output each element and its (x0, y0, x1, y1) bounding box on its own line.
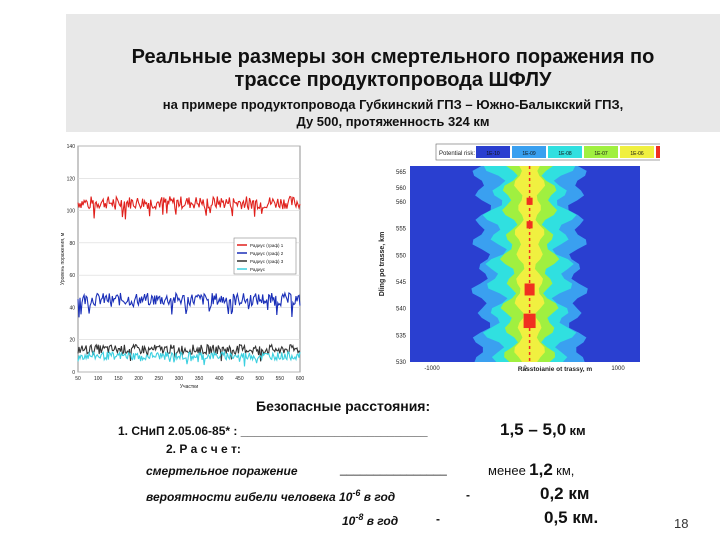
prob-row: вероятности гибели человека 10-6 в год (146, 488, 395, 504)
x-tick-label: 250 (155, 376, 164, 382)
y-tick-label: 565 (396, 170, 407, 176)
prob2-dash: - (436, 512, 440, 526)
y-tick-label: 60 (69, 273, 75, 279)
risk-legend-label: Potential risk: (439, 151, 475, 157)
subtitle-line-1: на примере продуктопровода Губкинский ГП… (162, 97, 624, 112)
risk-legend-value: 1E-09 (522, 151, 536, 157)
x-tick-label: -1000 (424, 366, 440, 372)
y-tick-label: 140 (67, 144, 76, 150)
lethal-label: смертельное поражение (146, 464, 298, 478)
lethal-unit: км, (556, 463, 575, 478)
y-tick-label: 535 (396, 333, 407, 339)
prob-dash: - (466, 488, 470, 502)
risk-hotspot (526, 197, 533, 205)
risk-legend-value: 1E-08 (558, 151, 572, 157)
slide-subtitle: на примере продуктопровода Губкинский ГП… (66, 96, 720, 130)
legend-label: Радиус (граф) 3 (250, 259, 284, 264)
y-tick-label: 550 (396, 253, 407, 259)
y-tick-label: 20 (69, 338, 75, 344)
risk-legend-value: 1E-07 (594, 151, 608, 157)
snip-value-row: 1,5 – 5,0 км (500, 420, 586, 440)
y-tick-label: 555 (396, 227, 407, 233)
prob-exp: -6 (352, 488, 361, 498)
lethal-value-row: менее 1,2 км, (488, 460, 574, 480)
calc-label: 2. Р а с ч е т: (166, 442, 241, 456)
risk-legend-swatch (512, 146, 546, 158)
series-line (77, 194, 301, 220)
prob-tail: в год (363, 490, 396, 504)
title-line-2: трассе продуктопровода ШФЛУ (234, 69, 552, 91)
lethal-prefix: менее (488, 463, 526, 478)
risk-legend-swatch (584, 146, 618, 158)
prob2-value: 0,5 км. (544, 508, 599, 527)
series-line (77, 291, 301, 318)
y-tick-label: 560 (396, 186, 407, 192)
x-tick-label: 150 (114, 376, 123, 382)
x-axis-label: Rasstoianie ot trassy, m (518, 366, 593, 373)
y-axis-label: Уровень поражения, м (60, 232, 66, 285)
y-tick-label: 40 (69, 305, 75, 311)
y-tick-label: 530 (396, 360, 407, 366)
snip-row: 1. СНиП 2.05.06-85* : __________________… (118, 424, 428, 438)
lethal-line: ________________ (340, 462, 447, 476)
x-tick-label: 350 (195, 376, 204, 382)
x-tick-label: 300 (175, 376, 184, 382)
y-axis-label: Dling po trasse, km (379, 232, 386, 297)
legend-label: Радиус (граф) 1 (250, 243, 284, 248)
x-tick-label: 0 (523, 366, 527, 372)
x-tick-label: 200 (134, 376, 143, 382)
risk-hotspot (526, 221, 533, 229)
prob-label: вероятности гибели человека 10 (146, 490, 353, 504)
header-band (66, 14, 720, 132)
risk-hotspot (524, 283, 535, 296)
risk-legend-swatch (548, 146, 582, 158)
prob2-label: 10 (342, 514, 356, 528)
legend-box (233, 237, 297, 275)
risk-legend-value: 1E-06 (630, 151, 644, 157)
x-tick-label: 100 (94, 376, 103, 382)
lethal-value: 1,2 (529, 460, 553, 479)
title-line-1: Реальные размеры зон смертельного пораже… (131, 46, 655, 68)
x-tick-label: 500 (255, 376, 264, 382)
risk-hotspot (523, 313, 536, 329)
x-tick-label: 1000 (611, 366, 625, 372)
y-tick-label: 100 (67, 209, 76, 215)
y-tick-label: 80 (69, 241, 75, 247)
slide-title: Реальные размеры зон смертельного пораже… (66, 46, 720, 92)
safe-distances-heading: Безопасные расстояния: (256, 398, 431, 414)
prob2-row: 10-8 в год (342, 512, 398, 528)
legend-label: Радиус (250, 267, 266, 272)
snip-unit: км (569, 423, 586, 438)
y-tick-label: 560 (396, 200, 407, 206)
y-tick-label: 120 (67, 176, 76, 182)
snip-value: 1,5 – 5,0 (500, 420, 567, 439)
x-axis-label: Участки (180, 384, 199, 388)
risk-legend-swatch (476, 146, 510, 158)
legend-label: Радиус (граф) 2 (250, 251, 284, 256)
x-tick-label: 400 (215, 376, 224, 382)
risk-legend-swatch (656, 146, 660, 158)
prob-value: 0,2 км (540, 484, 590, 503)
risk-legend-value: 1E-10 (486, 151, 500, 157)
y-tick-label: 545 (396, 280, 407, 286)
prob2-tail: в год (366, 514, 399, 528)
prob2-exp: -8 (355, 512, 364, 522)
x-tick-label: 600 (296, 376, 305, 382)
y-tick-label: 0 (72, 370, 75, 376)
page-number: 18 (674, 516, 689, 531)
x-tick-label: 450 (235, 376, 244, 382)
x-tick-label: 50 (75, 376, 81, 382)
series-line (77, 350, 301, 367)
subtitle-line-2: Ду 500, протяженность 324 км (296, 114, 490, 129)
risk-map-chart: Potential risk: 1E-10 1E-09 1E-08 1E-07 1E-06… (379, 143, 660, 373)
risk-legend-swatch (620, 146, 654, 158)
y-tick-label: 540 (396, 307, 407, 313)
snip-label: 1. СНиП 2.05.06-85* : __________________… (118, 424, 428, 438)
x-tick-label: 550 (276, 376, 285, 382)
